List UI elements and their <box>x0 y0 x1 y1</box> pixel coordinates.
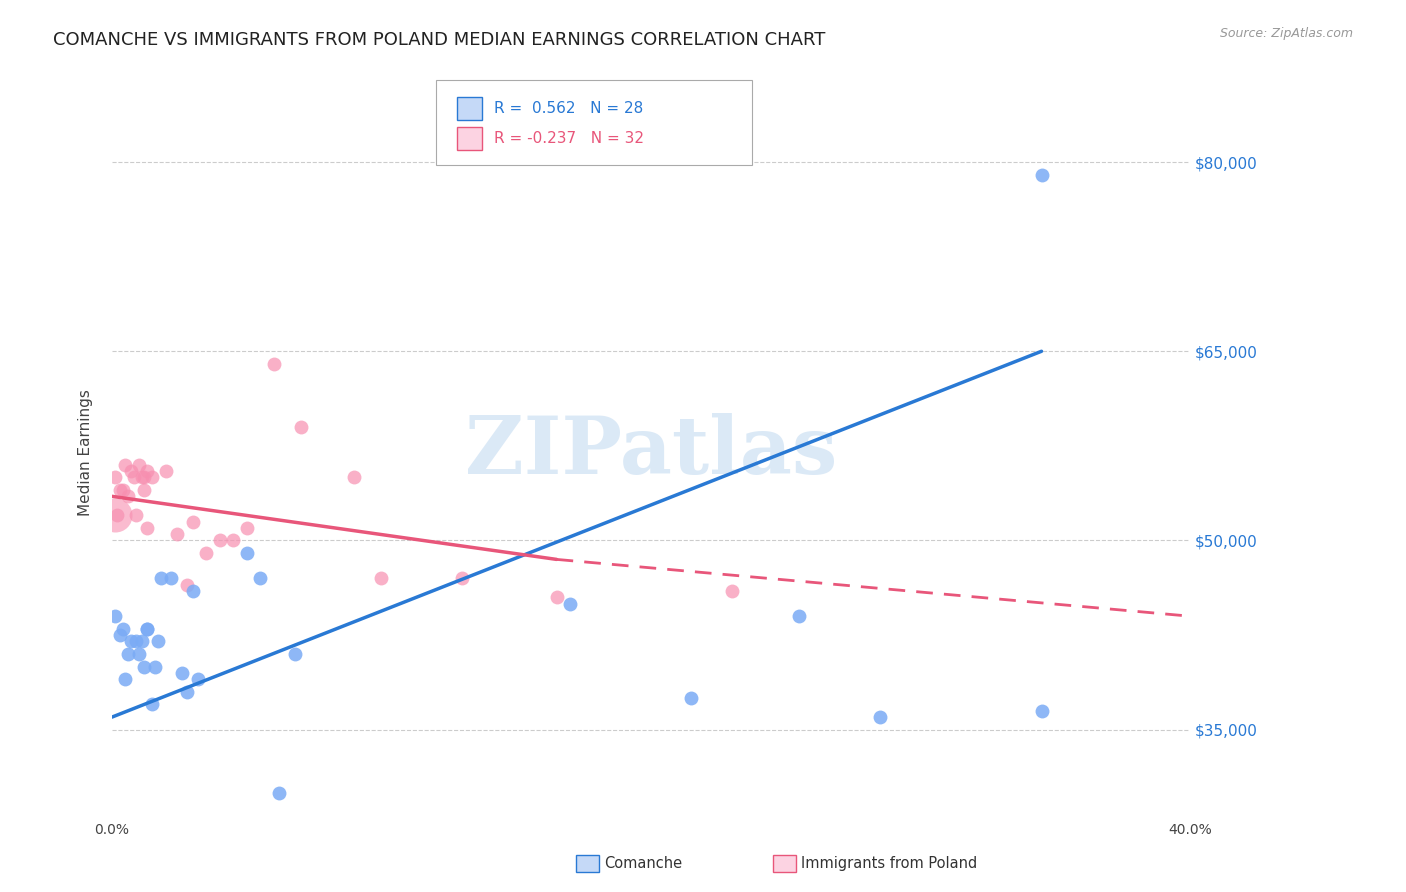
Point <box>111 622 134 636</box>
Point <box>160 571 183 585</box>
Point <box>284 647 307 661</box>
Point <box>134 483 156 497</box>
Point <box>136 622 159 636</box>
Point <box>558 597 581 611</box>
Point <box>131 470 153 484</box>
Point <box>208 533 231 548</box>
Point <box>263 357 285 371</box>
Text: Comanche: Comanche <box>605 856 683 871</box>
Point <box>104 609 127 624</box>
Point <box>108 483 131 497</box>
Point <box>107 508 129 523</box>
Point <box>117 647 139 661</box>
Point <box>155 464 177 478</box>
Point <box>136 622 159 636</box>
Point <box>141 470 163 484</box>
Point <box>104 470 127 484</box>
Y-axis label: Median Earnings: Median Earnings <box>79 389 93 516</box>
Point <box>195 546 218 560</box>
Point <box>235 521 257 535</box>
Point <box>451 571 474 585</box>
Point <box>134 659 156 673</box>
Point <box>131 634 153 648</box>
Point <box>114 458 136 472</box>
Text: COMANCHE VS IMMIGRANTS FROM POLAND MEDIAN EARNINGS CORRELATION CHART: COMANCHE VS IMMIGRANTS FROM POLAND MEDIA… <box>53 31 825 49</box>
Point <box>222 533 245 548</box>
Point <box>141 698 163 712</box>
Text: Immigrants from Poland: Immigrants from Poland <box>801 856 977 871</box>
Point <box>128 458 150 472</box>
Point <box>166 527 188 541</box>
Point <box>187 672 209 686</box>
Point <box>125 508 148 523</box>
Point <box>370 571 392 585</box>
Text: R =  0.562   N = 28: R = 0.562 N = 28 <box>494 102 643 116</box>
Point <box>122 470 145 484</box>
Point <box>290 420 312 434</box>
Point <box>125 634 148 648</box>
Point <box>176 685 198 699</box>
Point <box>343 470 366 484</box>
Point <box>181 583 204 598</box>
Point <box>720 583 742 598</box>
Text: ZIPatlas: ZIPatlas <box>465 413 837 491</box>
Point <box>681 691 703 706</box>
Point <box>146 634 169 648</box>
Point <box>128 647 150 661</box>
Point <box>181 515 204 529</box>
Text: Source: ZipAtlas.com: Source: ZipAtlas.com <box>1219 27 1353 40</box>
Point <box>1031 168 1053 182</box>
Point <box>117 489 139 503</box>
Point <box>108 628 131 642</box>
Point <box>869 710 891 724</box>
Point <box>134 470 156 484</box>
Point <box>136 521 159 535</box>
Point <box>787 609 810 624</box>
Point <box>170 665 193 680</box>
Point <box>143 659 166 673</box>
Point <box>114 672 136 686</box>
Point <box>111 483 134 497</box>
Point <box>120 464 142 478</box>
Point <box>176 577 198 591</box>
Point <box>235 546 257 560</box>
Point <box>149 571 172 585</box>
Point <box>1031 704 1053 718</box>
Point <box>136 464 159 478</box>
Point <box>546 591 568 605</box>
Point <box>120 634 142 648</box>
Point <box>249 571 271 585</box>
Point <box>104 508 127 523</box>
Text: R = -0.237   N = 32: R = -0.237 N = 32 <box>494 131 644 145</box>
Point <box>267 786 290 800</box>
